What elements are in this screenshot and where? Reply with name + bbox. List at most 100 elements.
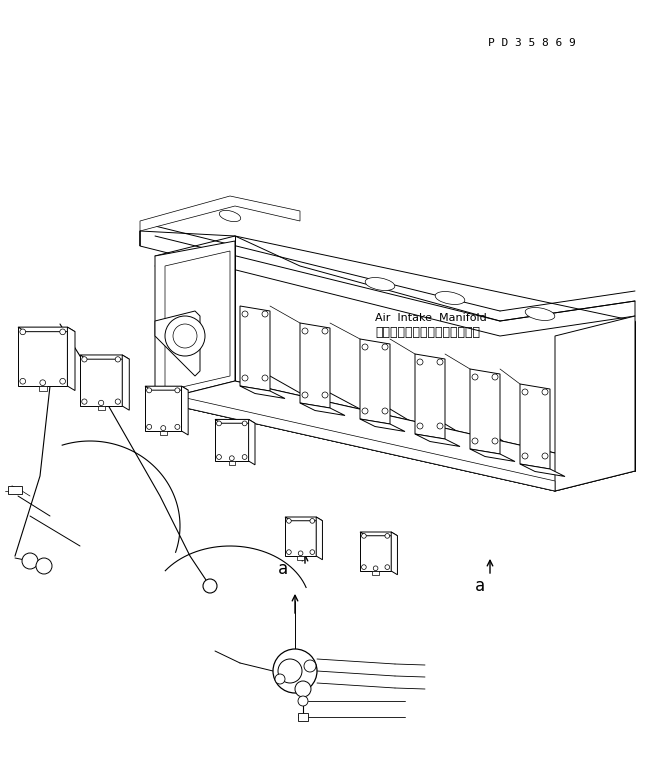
Text: Air  Intake  Manifold: Air Intake Manifold	[375, 313, 486, 323]
Polygon shape	[155, 381, 635, 491]
Circle shape	[472, 438, 478, 444]
Polygon shape	[300, 323, 330, 408]
Polygon shape	[140, 231, 635, 336]
Circle shape	[216, 455, 222, 459]
Circle shape	[492, 374, 498, 380]
Polygon shape	[360, 419, 405, 431]
Circle shape	[522, 453, 528, 459]
Circle shape	[175, 424, 180, 429]
Circle shape	[310, 518, 315, 523]
Circle shape	[275, 674, 285, 684]
Circle shape	[302, 328, 308, 334]
Bar	[39, 386, 47, 391]
Polygon shape	[140, 196, 300, 246]
Circle shape	[322, 328, 328, 334]
Text: P D 3 5 8 6 9: P D 3 5 8 6 9	[488, 38, 576, 48]
Circle shape	[40, 379, 46, 386]
Circle shape	[362, 408, 368, 414]
Circle shape	[22, 553, 38, 569]
Circle shape	[203, 579, 217, 593]
Circle shape	[287, 518, 291, 523]
Polygon shape	[145, 386, 182, 431]
Circle shape	[295, 681, 311, 697]
Circle shape	[417, 359, 423, 365]
Polygon shape	[520, 464, 565, 476]
Circle shape	[229, 456, 234, 461]
Circle shape	[147, 388, 152, 393]
Circle shape	[216, 421, 222, 426]
Polygon shape	[165, 251, 230, 391]
Circle shape	[165, 316, 205, 356]
Circle shape	[175, 388, 180, 393]
Circle shape	[262, 311, 268, 317]
Circle shape	[262, 375, 268, 381]
Circle shape	[437, 423, 443, 429]
Polygon shape	[215, 419, 249, 461]
Bar	[373, 571, 379, 575]
Circle shape	[542, 453, 548, 459]
Polygon shape	[249, 419, 255, 465]
Polygon shape	[18, 327, 67, 386]
Polygon shape	[300, 403, 345, 415]
Bar	[297, 556, 304, 560]
Circle shape	[304, 660, 316, 672]
Circle shape	[273, 649, 317, 693]
Circle shape	[302, 392, 308, 398]
Circle shape	[173, 324, 197, 348]
Ellipse shape	[365, 278, 395, 290]
Circle shape	[417, 423, 423, 429]
Circle shape	[20, 329, 26, 334]
Text: a: a	[475, 577, 485, 595]
Polygon shape	[145, 386, 188, 390]
Circle shape	[20, 379, 26, 384]
Circle shape	[472, 374, 478, 380]
Ellipse shape	[219, 210, 241, 222]
Circle shape	[115, 357, 121, 362]
Circle shape	[542, 389, 548, 395]
Polygon shape	[470, 449, 515, 462]
Circle shape	[98, 400, 104, 406]
Circle shape	[36, 558, 52, 574]
Polygon shape	[155, 311, 200, 376]
Circle shape	[382, 344, 388, 350]
Circle shape	[242, 375, 248, 381]
Circle shape	[310, 549, 315, 554]
Circle shape	[362, 565, 366, 570]
Circle shape	[298, 696, 308, 706]
Circle shape	[522, 389, 528, 395]
Polygon shape	[67, 327, 75, 390]
Circle shape	[362, 344, 368, 350]
Polygon shape	[18, 327, 75, 331]
Circle shape	[161, 425, 166, 431]
Circle shape	[437, 359, 443, 365]
Polygon shape	[520, 384, 550, 469]
Ellipse shape	[525, 307, 555, 320]
Circle shape	[322, 392, 328, 398]
Polygon shape	[360, 339, 390, 424]
Circle shape	[82, 357, 87, 362]
Polygon shape	[240, 386, 285, 399]
Polygon shape	[360, 532, 391, 571]
Circle shape	[242, 455, 247, 459]
Bar	[229, 461, 235, 465]
Polygon shape	[555, 316, 635, 491]
Circle shape	[492, 438, 498, 444]
Polygon shape	[316, 517, 322, 559]
Text: a: a	[278, 560, 288, 578]
Circle shape	[60, 329, 65, 334]
Polygon shape	[215, 419, 255, 423]
Circle shape	[385, 534, 390, 539]
Circle shape	[287, 549, 291, 554]
Circle shape	[362, 534, 366, 539]
Polygon shape	[285, 517, 322, 521]
Circle shape	[115, 399, 121, 404]
Circle shape	[242, 421, 247, 426]
Circle shape	[147, 424, 152, 429]
Polygon shape	[80, 355, 122, 406]
Circle shape	[242, 311, 248, 317]
Ellipse shape	[435, 292, 465, 304]
Polygon shape	[122, 355, 129, 411]
Circle shape	[60, 379, 65, 384]
Circle shape	[382, 408, 388, 414]
Polygon shape	[415, 354, 445, 439]
